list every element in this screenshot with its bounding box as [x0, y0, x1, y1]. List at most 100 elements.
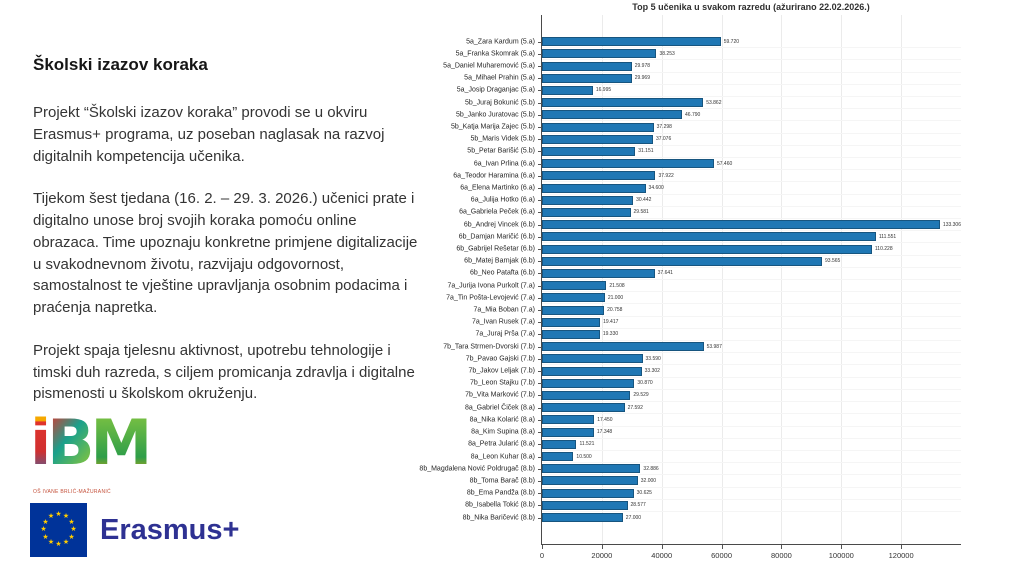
bar-row: 8a_Petra Jularić (8.a) 11.521 [468, 439, 961, 451]
bar [542, 146, 636, 156]
bar [542, 61, 632, 71]
y-axis-label: 5b_Juraj Bokunić (5.b) [464, 99, 535, 107]
bar-value-label: 31.151 [638, 148, 654, 155]
eu-star-icon: ★ [47, 539, 55, 546]
bar-value-label: 19.417 [603, 319, 619, 326]
bar [542, 268, 655, 278]
bar-value-label: 32.000 [640, 477, 657, 484]
y-axis-tick [538, 371, 542, 373]
bar [542, 207, 631, 217]
bar-value-label: 93.565 [825, 258, 841, 265]
bar-value-label: 21.508 [609, 282, 625, 289]
bar [542, 366, 642, 376]
bar-row: 6b_Damjan Maričić (6.b) 111.551 [459, 231, 961, 244]
bar-row: 8b_Magdalena Nović Poldrugač (8.b) 32.886 [419, 463, 961, 476]
bar-row: 5b_Petar Barišić (5.b) 31.151 [467, 146, 961, 159]
y-axis-label: 5b_Petar Barišić (5.b) [467, 147, 535, 155]
y-axis-tick [538, 383, 542, 385]
y-axis-label: 8a_Kim Supina (8.a) [471, 428, 535, 436]
bar-value-label: 17.348 [596, 429, 613, 436]
y-axis-label: 5b_Maris Videk (5.b) [470, 135, 535, 143]
bar-row: 8b_Toma Barač (8.b) 32.000 [470, 475, 961, 488]
bar-value-label: 38.253 [659, 50, 675, 57]
x-axis-tick-label: 60000 [711, 551, 732, 560]
bar [542, 329, 600, 339]
y-axis-label: 6b_Neo Patafta (6.b) [470, 269, 535, 277]
y-axis-tick [538, 517, 542, 519]
eu-flag-icon: ★ ★ ★ ★ ★ ★ ★ ★ ★ ★ ★ ★ [30, 503, 87, 557]
y-axis-label: 6a_Ivan Prlina (6.a) [473, 160, 535, 168]
bar-row: 6a_Gabriela Peček (6.a) 29.581 [459, 207, 961, 220]
bar [542, 122, 654, 132]
bar-value-label: 57.460 [716, 160, 733, 167]
bar-value-label: 30.625 [636, 490, 652, 497]
eu-star-icon: ★ [68, 533, 75, 541]
y-axis-label: 7a_Ivan Rusek (7.a) [471, 318, 535, 326]
y-axis-label: 7b_Pavao Gajski (7.b) [465, 355, 535, 363]
bar [542, 342, 704, 352]
y-axis-tick [538, 480, 542, 482]
bar [542, 452, 574, 461]
bar-row: 7a_Juraj Prša (7.a) 19.330 [475, 329, 961, 342]
bar-value-label: 29.969 [634, 75, 650, 82]
bar-row: 6b_Matej Barnjak (6.b) 93.565 [464, 256, 961, 268]
bar-row: 6b_Gabrijel Rešetar (6.b) 110.228 [456, 243, 961, 256]
bar-row: 5b_Juraj Bokunić (5.b) 53.862 [465, 97, 961, 110]
y-axis-label: 5a_Franka Skomrak (5.a) [455, 50, 535, 58]
y-axis-tick [538, 297, 542, 299]
bar-value-label: 30.870 [637, 380, 653, 387]
chart-plot: 5a_Zara Kardum (5.a) 59.720 5a_Franka Skom… [419, 15, 961, 560]
chart-rows: 5a_Zara Kardum (5.a) 59.720 5a_Franka Skom… [419, 36, 961, 523]
bar-row: 8b_Ema Pandža (8.b) 30.625 [467, 488, 961, 500]
bar-row: 8b_Nika Baričević (8.b) 27.000 [463, 512, 961, 523]
y-axis-label: 7a_Juraj Prša (7.a) [475, 330, 535, 338]
bar [542, 244, 872, 254]
bar-value-label: 37.641 [657, 270, 673, 277]
bar [542, 85, 593, 95]
y-axis-tick [538, 102, 542, 104]
paragraph-project-intro: Projekt “Školski izazov koraka” provodi … [33, 104, 385, 165]
bar-value-label: 28.577 [630, 502, 646, 509]
y-axis-tick [538, 163, 542, 165]
bar-row: 8a_Nika Kolarić (8.a) 17.450 [470, 414, 961, 427]
x-axis-tick [781, 545, 783, 549]
y-axis-label: 8b_Isabella Tokić (8.b) [465, 501, 535, 509]
bar [542, 98, 704, 108]
bar-value-label: 37.076 [655, 136, 672, 143]
bar-value-label: 30.442 [636, 197, 652, 204]
y-axis-label: 8a_Petra Jularić (8.a) [468, 440, 535, 448]
y-axis-tick [538, 432, 542, 434]
school-logo-letter: M [90, 406, 153, 479]
x-axis-tick-label: 80000 [770, 551, 792, 560]
x-axis-tick-label: 0 [539, 551, 545, 560]
y-axis-tick [538, 41, 542, 43]
bar [542, 500, 628, 510]
bar-row: 6a_Julija Hotko (6.a) 30.442 [471, 195, 961, 207]
y-axis-label: 7b_Tara Strmen-Dvorski (7.b) [443, 343, 535, 351]
y-axis-tick [538, 249, 542, 251]
x-axis-tick-label: 20000 [591, 551, 613, 560]
bar-row: 7b_Vita Marković (7.b) 29.529 [465, 390, 961, 403]
bar-row: 7b_Tara Strmen-Dvorski (7.b) 53.987 [443, 341, 961, 354]
y-axis-tick [538, 90, 542, 92]
text-panel: Školski izazov koraka Projekt “Školski i… [33, 55, 421, 426]
x-axis-tick [841, 545, 843, 549]
bar-row: 5a_Franka Skomrak (5.a) 38.253 [456, 48, 961, 61]
y-axis-tick [538, 407, 542, 409]
y-axis-tick [538, 395, 542, 397]
y-axis-tick [538, 468, 542, 470]
bar [542, 73, 632, 83]
bar-row: 5a_Mihael Prahin (5.a) 29.969 [464, 73, 961, 85]
bar [542, 281, 607, 291]
x-axis-tick [601, 545, 603, 549]
school-logo: iBM [30, 404, 153, 482]
bar [542, 256, 823, 266]
bar [542, 317, 601, 327]
y-axis-label: 5a_Mihael Prahin (5.a) [464, 74, 535, 82]
eu-star-icon: ★ [68, 518, 75, 526]
y-axis-tick [538, 419, 542, 421]
chart-title: Top 5 učenika u svakom razredu (ažuriran… [632, 2, 870, 12]
y-axis-label: 5b_Katja Marija Zajec (5.b) [450, 123, 535, 131]
paragraph-project-goal: Projekt spaja tjelesnu aktivnost, upotre… [33, 341, 415, 403]
